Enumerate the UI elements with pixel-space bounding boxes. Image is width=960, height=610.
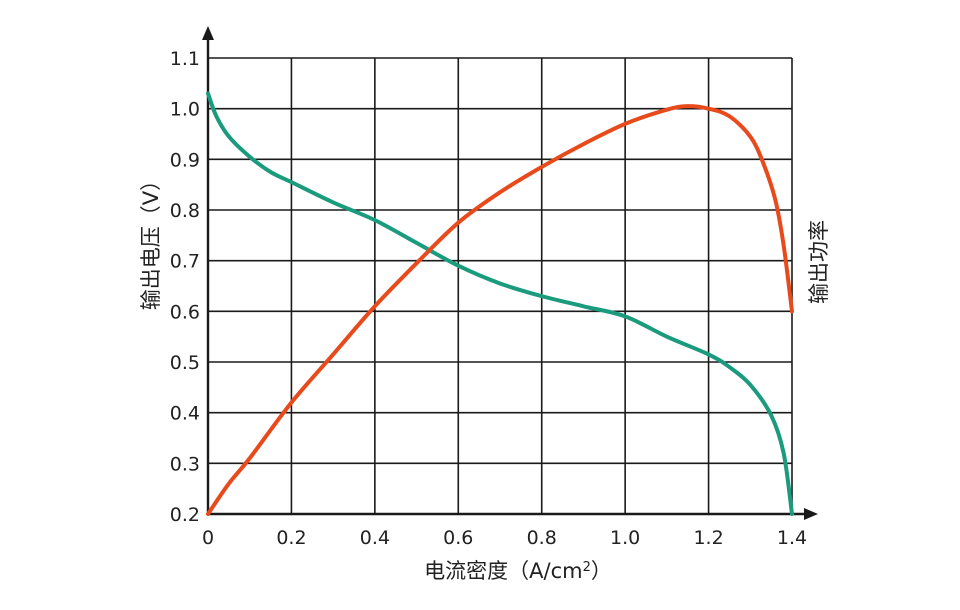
y-tick-label: 0.8 <box>170 200 200 222</box>
y-tick-label: 0.4 <box>170 403 200 425</box>
y2-axis-title: 输出功率 <box>807 220 831 304</box>
x-tick-label: 0 <box>202 527 214 549</box>
x-axis-title-end: ） <box>591 559 612 583</box>
x-tick-label: 1.4 <box>777 527 807 549</box>
y-tick-label: 0.6 <box>170 301 200 323</box>
x-tick-label: 0.4 <box>360 527 390 549</box>
x-axis-title-main: 电流密度（A/cm <box>424 559 582 583</box>
x-tick-label: 0.8 <box>527 527 557 549</box>
tick-labels: 0 0.2 0.4 0.6 0.8 1.0 1.2 1.40.20.30.40.50.60.7… <box>170 48 807 549</box>
series-line-0 <box>206 91 794 516</box>
y-tick-label: 1.0 <box>170 99 200 121</box>
x-tick-label: 0.2 <box>276 527 306 549</box>
y-axis-title: 输出电压（V） <box>139 170 163 310</box>
y-tick-label: 1.1 <box>170 48 200 70</box>
y-tick-label: 0.7 <box>170 251 200 273</box>
y-tick-label: 0.9 <box>170 149 200 171</box>
y-tick-label: 0.5 <box>170 352 200 374</box>
axes <box>202 26 818 520</box>
x-axis-title-sup: 2 <box>583 560 591 575</box>
y-axis-arrow <box>202 26 214 40</box>
series-layer <box>206 91 794 516</box>
x-tick-label: 0.6 <box>443 527 473 549</box>
y-tick-label: 0.2 <box>170 504 200 526</box>
series-line-1 <box>206 104 794 516</box>
y-tick-label: 0.3 <box>170 453 200 475</box>
x-axis-arrow <box>804 508 818 520</box>
x-axis-title: 电流密度（A/cm2） <box>424 559 612 583</box>
x-tick-label: 1.2 <box>693 527 723 549</box>
x-tick-label: 1.0 <box>610 527 640 549</box>
grid <box>208 57 793 514</box>
